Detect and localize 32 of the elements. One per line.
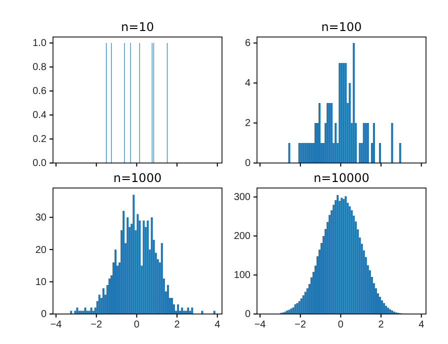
y-tick-label: 0 (40, 309, 47, 320)
y-tick-label: 0.4 (32, 110, 47, 122)
y-tick-label: 0 (244, 158, 251, 170)
x-tick-label: 0 (134, 320, 140, 331)
y-tick-label: 6 (244, 38, 251, 50)
y-tick-label: 200 (234, 231, 251, 242)
y-tick-label: 20 (35, 244, 47, 256)
x-tick-label: 2 (378, 320, 384, 331)
y-tick-label: 0 (244, 309, 251, 320)
y-tick-label: 30 (35, 212, 47, 224)
x-tick-label: −4 (50, 320, 62, 331)
x-tick-label: 4 (214, 320, 221, 331)
x-tick-label: −2 (294, 320, 306, 331)
chart-title: n=10000 (314, 171, 370, 185)
chart-title: n=100 (321, 20, 362, 34)
y-tick-label: 10 (35, 276, 47, 288)
y-tick-label: 0.0 (32, 158, 47, 170)
chart-title: n=10 (121, 20, 154, 34)
y-tick-label: 0.8 (32, 62, 47, 74)
y-tick-label: 0.6 (32, 86, 47, 98)
x-tick-label: −2 (90, 320, 102, 331)
y-tick-label: 1.0 (32, 38, 47, 50)
y-tick-label: 4 (244, 78, 251, 90)
x-tick-label: 4 (418, 320, 425, 331)
y-tick-label: 300 (234, 192, 251, 204)
y-tick-label: 2 (244, 118, 251, 130)
y-tick-label: 0.2 (32, 134, 47, 146)
x-tick-label: 0 (338, 320, 344, 331)
chart-title: n=1000 (113, 171, 162, 185)
y-tick-label: 100 (234, 270, 251, 282)
x-tick-label: 2 (174, 320, 180, 331)
x-tick-label: −4 (254, 320, 266, 331)
